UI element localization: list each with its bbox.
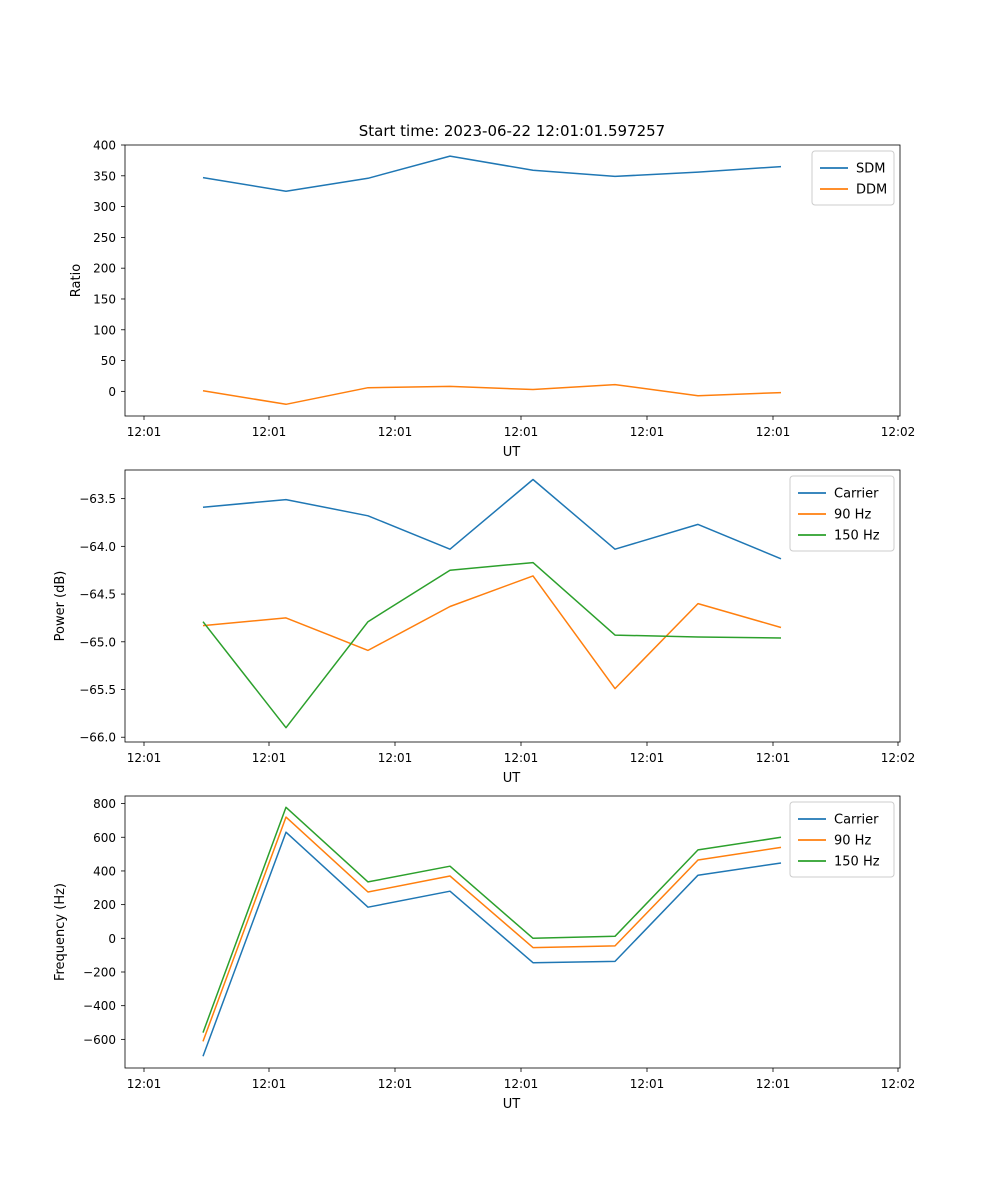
x-tick-label: 12:01 (127, 1077, 162, 1091)
y-tick-label: 400 (93, 864, 116, 878)
series-line-2-1 (202, 478, 782, 560)
y-tick-label: 50 (101, 354, 116, 368)
legend-box (811, 150, 895, 206)
legend-label: SDM (856, 162, 885, 177)
y-axis-label: Power (dB) (53, 571, 68, 642)
axes-frame (124, 144, 901, 417)
y-tick-label: 100 (93, 323, 116, 337)
x-tick-label: 12:01 (378, 751, 413, 765)
y-tick-label: −63.5 (79, 492, 116, 506)
y-tick-label: 300 (93, 200, 116, 214)
x-tick-label: 12:01 (756, 1077, 791, 1091)
y-tick-label: 150 (93, 292, 116, 306)
x-tick-label: 12:01 (756, 751, 791, 765)
legend-label: 90 Hz (834, 508, 871, 523)
legend-box (789, 475, 895, 552)
y-tick-label: −66.0 (79, 731, 116, 745)
x-tick-label: 12:01 (504, 425, 539, 439)
x-axis-label: UT (503, 445, 521, 460)
x-tick-label: 12:01 (252, 425, 287, 439)
y-tick-label: −65.5 (79, 683, 116, 697)
series-line-3-2 (202, 816, 782, 1042)
legend-label: 150 Hz (834, 529, 880, 544)
y-tick-label: 0 (108, 932, 116, 946)
x-tick-label: 12:01 (630, 1077, 665, 1091)
y-tick-label: −64.0 (79, 540, 116, 554)
series-line-3-1 (202, 831, 782, 1057)
x-tick-label: 12:01 (252, 1077, 287, 1091)
x-tick-label: 12:01 (630, 425, 665, 439)
y-tick-label: 250 (93, 231, 116, 245)
series-line-2-3 (202, 561, 782, 729)
y-tick-label: 0 (108, 385, 116, 399)
series-line-1-1 (202, 155, 782, 192)
y-axis-label: Frequency (Hz) (53, 883, 68, 981)
series-line-1-2 (202, 383, 782, 406)
legend: Carrier 90 Hz 150 Hz (789, 475, 895, 552)
legend-box (789, 801, 895, 878)
x-tick-label: 12:01 (127, 425, 162, 439)
legend-label: Carrier (834, 813, 879, 828)
x-tick-label: 12:01 (504, 1077, 539, 1091)
figure-title: Start time: 2023-06-22 12:01:01.597257 (359, 122, 665, 140)
x-tick-label: 12:01 (378, 1077, 413, 1091)
series-line-2-2 (202, 575, 782, 690)
y-tick-label: 800 (93, 797, 116, 811)
legend-label: Carrier (834, 487, 879, 502)
y-tick-label: −200 (83, 966, 116, 980)
x-tick-label: 12:01 (127, 751, 162, 765)
x-tick-label: 12:01 (378, 425, 413, 439)
y-tick-label: −600 (83, 1033, 116, 1047)
x-tick-label: 12:02 (881, 425, 916, 439)
legend: Carrier 90 Hz 150 Hz (789, 801, 895, 878)
y-tick-label: −64.5 (79, 588, 116, 602)
y-tick-label: 400 (93, 139, 116, 153)
x-tick-label: 12:02 (881, 751, 916, 765)
legend-label: 90 Hz (834, 834, 871, 849)
y-axis-label: Ratio (69, 264, 84, 297)
x-axis-label: UT (503, 1097, 521, 1112)
axes-frame (124, 469, 901, 743)
legend-label: 150 Hz (834, 855, 880, 870)
x-axis-label: UT (503, 771, 521, 786)
x-tick-label: 12:02 (881, 1077, 916, 1091)
legend: SDM DDM (811, 150, 895, 206)
y-tick-label: 200 (93, 262, 116, 276)
x-tick-label: 12:01 (504, 751, 539, 765)
x-tick-label: 12:01 (252, 751, 287, 765)
chart-panel-1: 12:01 12:01 12:01 12:01 12:01 12:01 12:02 0 50 10… (69, 139, 915, 461)
x-tick-label: 12:01 (756, 425, 791, 439)
y-tick-label: 350 (93, 169, 116, 183)
chart-panel-2: 12:01 12:01 12:01 12:01 12:01 12:01 12:02 −66.0… (53, 469, 916, 786)
y-tick-label: −400 (83, 999, 116, 1013)
axes-frame (124, 795, 901, 1069)
y-tick-label: −65.0 (79, 635, 116, 649)
series-line-3-3 (202, 806, 782, 1033)
y-tick-label: 600 (93, 831, 116, 845)
legend-label: DDM (856, 183, 887, 198)
chart-panel-3: 12:01 12:01 12:01 12:01 12:01 12:01 12:02 −600 −… (53, 795, 916, 1112)
x-tick-label: 12:01 (630, 751, 665, 765)
y-tick-label: 200 (93, 898, 116, 912)
